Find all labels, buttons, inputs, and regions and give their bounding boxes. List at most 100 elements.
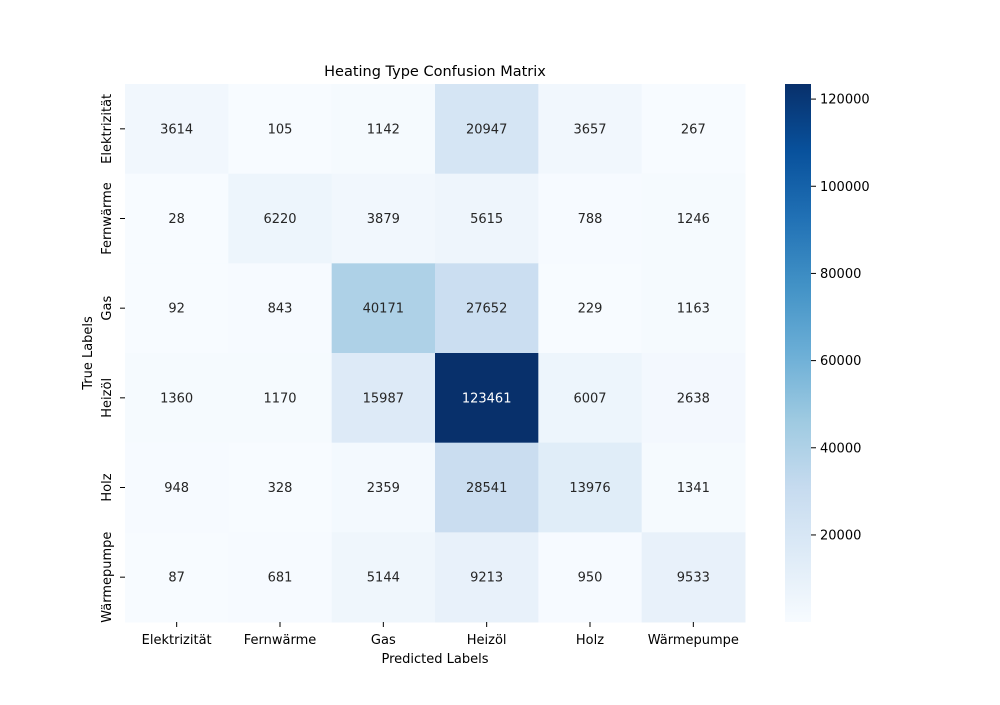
heatmap-cell [331, 173, 436, 264]
colorbar-ticks: 20000 40000 60000 80000 100000 120000 [811, 93, 870, 543]
cell-value-label: 229 [578, 302, 603, 317]
heatmap-cell [228, 353, 333, 444]
x-tick-label: Heizöl [467, 633, 507, 648]
y-tick-label: Gas [100, 296, 115, 321]
heatmap-cell [538, 353, 643, 444]
cell-value-label: 267 [681, 122, 706, 137]
x-tick-label: Gas [371, 633, 396, 648]
cell-value-label: 40171 [363, 302, 404, 317]
cell-value-label: 3879 [367, 212, 400, 227]
heatmap-cell [435, 353, 539, 444]
heatmap-cell [125, 532, 229, 623]
x-tick-label: Elektrizität [142, 633, 212, 648]
heatmap-cell [228, 532, 333, 623]
heatmap-cells: 3614 105 1142 20947 3657 267 28 6220 3879 5615 788… [125, 84, 746, 623]
heatmap-cell [125, 442, 229, 533]
cell-value-label: 5144 [367, 571, 400, 586]
cell-value-label: 1170 [263, 391, 296, 406]
colorbar-tick-label: 120000 [820, 93, 870, 108]
chart-title: Heating Type Confusion Matrix [324, 64, 546, 80]
heatmap-cell [331, 442, 436, 533]
heatmap-cell [125, 173, 229, 264]
heatmap-cell [435, 173, 539, 264]
cell-value-label: 1246 [677, 212, 710, 227]
heatmap-cell [331, 263, 436, 354]
heatmap-cell [538, 442, 643, 533]
colorbar [785, 84, 811, 622]
heatmap-cell [331, 532, 436, 623]
heatmap-cell [125, 84, 229, 175]
colorbar-tick-label: 60000 [820, 354, 861, 369]
cell-value-label: 105 [268, 122, 293, 137]
y-tick-label: Holz [100, 473, 115, 501]
heatmap-cell [125, 263, 229, 354]
heatmap-cell [125, 353, 229, 444]
cell-value-label: 20947 [466, 122, 507, 137]
y-ticks: Elektrizität Fernwärme Gas Heizöl Holz Wärmep… [100, 94, 125, 623]
heatmap-cell [641, 263, 746, 354]
y-tick-label: Wärmepumpe [100, 532, 115, 623]
cell-value-label: 1341 [677, 481, 710, 496]
cell-value-label: 2638 [677, 391, 710, 406]
heatmap-cell [641, 173, 746, 264]
cell-value-label: 28 [168, 212, 185, 227]
cell-value-label: 5615 [470, 212, 503, 227]
y-tick-label: Fernwärme [100, 182, 115, 255]
cell-value-label: 9213 [470, 571, 503, 586]
cell-value-label: 328 [268, 481, 293, 496]
cell-value-label: 6220 [263, 212, 296, 227]
heatmap-cell [538, 84, 643, 175]
cell-value-label: 6007 [573, 391, 606, 406]
heatmap-cell [641, 84, 746, 175]
cell-value-label: 3657 [573, 122, 606, 137]
colorbar-tick-label: 80000 [820, 267, 861, 282]
cell-value-label: 1163 [677, 302, 710, 317]
colorbar-tick-label: 20000 [820, 528, 861, 543]
cell-value-label: 681 [268, 571, 293, 586]
x-axis-label: Predicted Labels [381, 652, 488, 667]
heatmap-cell [435, 84, 539, 175]
cell-value-label: 92 [168, 302, 185, 317]
heatmap-cell [228, 442, 333, 533]
cell-value-label: 9533 [677, 571, 710, 586]
x-tick-label: Fernwärme [244, 633, 317, 648]
cell-value-label: 948 [164, 481, 189, 496]
cell-value-label: 123461 [462, 391, 512, 406]
cell-value-label: 87 [168, 571, 185, 586]
x-ticks: Elektrizität Fernwärme Gas Heizöl Holz Wärmep… [142, 622, 739, 648]
y-axis-label: True Labels [81, 316, 96, 391]
heatmap-cell [331, 353, 436, 444]
cell-value-label: 950 [578, 571, 603, 586]
colorbar-tick-label: 40000 [820, 441, 861, 456]
x-tick-label: Wärmepumpe [648, 633, 739, 648]
heatmap-cell [331, 84, 436, 175]
cell-value-label: 15987 [363, 391, 404, 406]
heatmap-cell [538, 263, 643, 354]
cell-value-label: 27652 [466, 302, 507, 317]
heatmap-cell [435, 263, 539, 354]
x-tick-label: Holz [576, 633, 604, 648]
cell-value-label: 1142 [367, 122, 400, 137]
cell-value-label: 3614 [160, 122, 193, 137]
heatmap-cell [228, 263, 333, 354]
heatmap-cell [228, 84, 333, 175]
cell-value-label: 28541 [466, 481, 507, 496]
heatmap-cell [228, 173, 333, 264]
heatmap-cell [435, 442, 539, 533]
heatmap-cell [641, 353, 746, 444]
y-tick-label: Heizöl [100, 378, 115, 418]
cell-value-label: 13976 [569, 481, 610, 496]
heatmap-cell [538, 173, 643, 264]
y-tick-label: Elektrizität [100, 94, 115, 164]
cell-value-label: 2359 [367, 481, 400, 496]
cell-value-label: 843 [268, 302, 293, 317]
heatmap-cell [435, 532, 539, 623]
heatmap-cell [538, 532, 643, 623]
heatmap-cell [641, 532, 746, 623]
colorbar-tick-label: 100000 [820, 180, 870, 195]
heatmap-cell [641, 442, 746, 533]
cell-value-label: 1360 [160, 391, 193, 406]
cell-value-label: 788 [578, 212, 603, 227]
